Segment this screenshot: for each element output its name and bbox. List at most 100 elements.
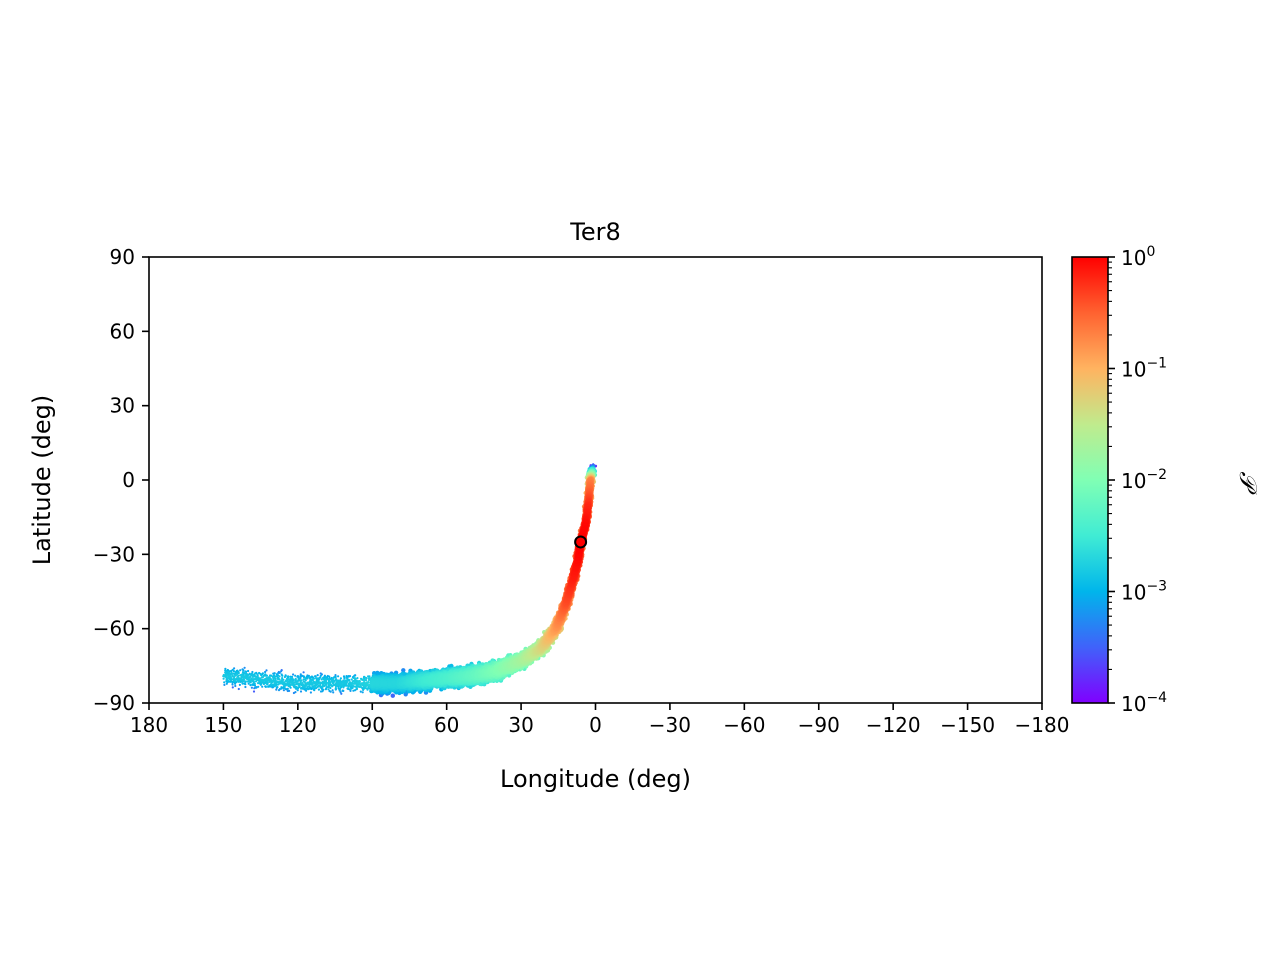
stream-point [289, 675, 292, 678]
stream-point [281, 677, 284, 680]
stream-point [255, 675, 258, 678]
stream-point [355, 683, 358, 687]
stream-point [238, 683, 241, 687]
stream-point [332, 681, 335, 684]
stream-point [302, 676, 306, 679]
stream-point [247, 669, 250, 673]
stream-point [231, 686, 234, 689]
stream-point [311, 682, 315, 685]
stream-point [223, 683, 226, 687]
stream-point [275, 688, 278, 691]
stream-point [334, 687, 337, 690]
stream-point [390, 693, 395, 698]
stream-point [241, 676, 244, 679]
stream-point [257, 685, 260, 688]
stream-point [351, 684, 354, 688]
stream-point [268, 679, 271, 682]
stream-point [328, 689, 331, 693]
stream-point [359, 683, 362, 686]
stream-point [286, 687, 289, 691]
stream-point [251, 675, 255, 679]
stream-point [322, 682, 325, 686]
stream-point [359, 690, 362, 693]
stream-point [348, 679, 351, 682]
stream-point [367, 681, 370, 684]
stream-point [276, 683, 279, 686]
stream-point [230, 678, 233, 682]
stream-point [306, 682, 309, 685]
stream-point [234, 680, 237, 683]
stream-point [318, 676, 321, 679]
stream-point [305, 689, 308, 692]
stream-point [237, 687, 240, 691]
stream-point [280, 670, 283, 673]
stream-point [315, 682, 318, 685]
stream-point [317, 688, 320, 691]
stream-point [310, 681, 313, 684]
stream-point [304, 682, 307, 685]
stream-point [299, 677, 302, 680]
stream-point [264, 679, 267, 682]
stream-point [374, 681, 380, 686]
stream-point [322, 688, 325, 691]
stream-point [281, 681, 284, 684]
stream-point [237, 674, 240, 677]
stream-point [243, 682, 246, 685]
stream-point [264, 670, 267, 674]
stream-point [296, 689, 299, 692]
stream-point [306, 677, 309, 680]
stream-point [223, 681, 226, 684]
stream-point [273, 680, 276, 683]
stream-point [318, 681, 321, 684]
stream-point [224, 667, 227, 670]
stream-point [343, 677, 346, 680]
stream-point [290, 675, 294, 678]
stream-point [284, 687, 287, 690]
stream-point [278, 688, 281, 691]
stream-point [257, 682, 260, 685]
stream-point [234, 684, 237, 688]
stream-point [225, 670, 228, 673]
stream-point [346, 687, 349, 690]
stream-point [298, 679, 301, 682]
stream-point [332, 691, 335, 694]
stream-point [358, 680, 361, 684]
stream-point [360, 686, 363, 689]
stream-point [301, 682, 304, 685]
stream-point [292, 681, 295, 684]
stream-point [228, 670, 231, 673]
stream-point [336, 682, 339, 685]
stream-point [252, 678, 255, 681]
stream-point [387, 681, 392, 687]
stream-point [264, 674, 268, 677]
stream-point [231, 675, 234, 678]
stream-point [305, 683, 308, 687]
stream-point [295, 685, 298, 689]
stream-point [261, 676, 264, 679]
stream-point [231, 683, 234, 686]
stream-point [294, 674, 297, 677]
stream-point [244, 680, 247, 683]
stream-point [319, 674, 322, 677]
stream-point [296, 675, 299, 678]
stream-point [353, 685, 356, 688]
stream-point [224, 671, 227, 674]
stream-point [312, 677, 315, 680]
stream-point [235, 677, 238, 680]
stream-point [401, 668, 406, 673]
stream-point [363, 679, 366, 682]
stream-point [354, 678, 357, 681]
stream-point [242, 669, 245, 672]
stream-point [287, 675, 290, 678]
stream-point [264, 685, 267, 689]
stream-point [261, 685, 264, 688]
stream-point [260, 674, 263, 677]
stream-point [278, 675, 281, 678]
stream-point [306, 687, 309, 690]
stream-point [278, 671, 281, 675]
stream-density-layer [222, 463, 598, 698]
stream-point [355, 686, 358, 689]
stream-point [325, 681, 329, 685]
stream-point [262, 674, 265, 677]
stream-point [309, 691, 312, 694]
